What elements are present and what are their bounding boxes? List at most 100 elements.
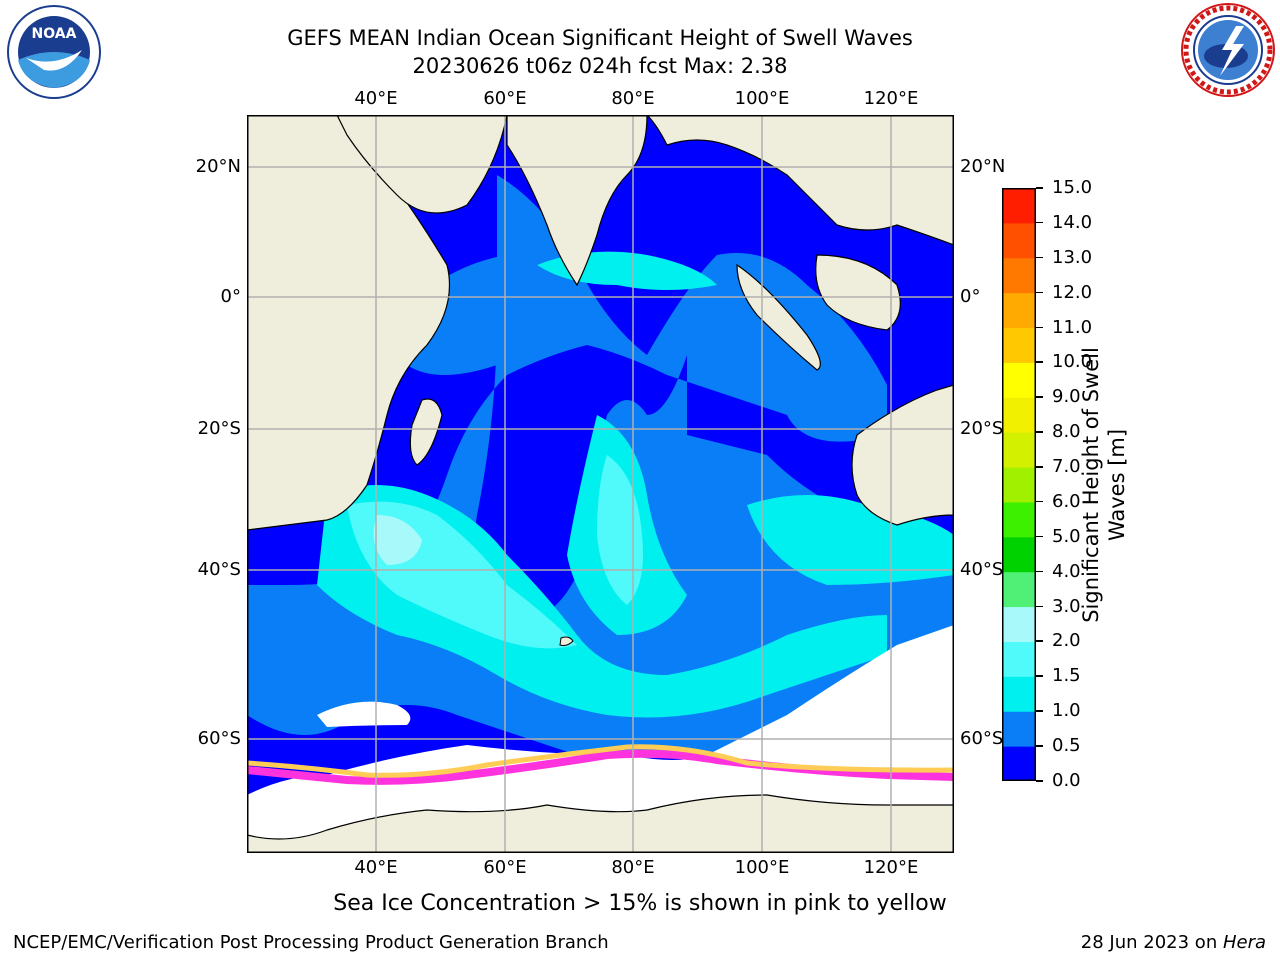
- colorbar-tick-mark-6: [1036, 570, 1043, 573]
- colorbar-segment-6: [1002, 536, 1036, 573]
- noaa-logo-text: NOAA: [32, 26, 77, 42]
- swell-map: [247, 115, 954, 853]
- colorbar-segment-15: [1002, 222, 1036, 259]
- colorbar-tick-label-6: 4.0: [1052, 560, 1081, 582]
- lat-tick-right-0: 20°N: [960, 156, 1006, 177]
- colorbar-segment-12: [1002, 327, 1036, 363]
- colorbar-label: Significant Height of Swell Waves [m]: [1078, 347, 1130, 623]
- colorbar-tick-label-0: 0.0: [1052, 770, 1081, 791]
- colorbar-tick-mark-2: [1036, 710, 1043, 712]
- land-antarctica: [247, 794, 954, 853]
- colorbar-segment-0: [1002, 746, 1036, 781]
- colorbar-segment-11: [1002, 362, 1036, 398]
- colorbar-tick-label-10: 8.0: [1052, 421, 1081, 443]
- colorbar-segment-7: [1002, 501, 1036, 538]
- colorbar-segment-5: [1002, 571, 1036, 608]
- colorbar-tick-label-2: 1.0: [1052, 700, 1081, 722]
- map-panel: [247, 115, 954, 853]
- colorbar-tick-label-15: 13.0: [1052, 246, 1093, 268]
- land-arabia: [336, 115, 508, 214]
- footer-date: 28 Jun 2023 on Hera: [1081, 932, 1266, 953]
- lat-tick-left-2: 20°S: [197, 418, 241, 439]
- colorbar-tick-mark-3: [1036, 675, 1043, 677]
- colorbar-tick-mark-9: [1036, 466, 1043, 468]
- ice-edge-light: [247, 744, 954, 778]
- colorbar-tick-label-13: 11.0: [1052, 316, 1093, 338]
- colorbar-tick-mark-10: [1036, 431, 1043, 433]
- lat-tick-right-4: 60°S: [960, 728, 1004, 749]
- colorbar-frame: [1002, 188, 1036, 781]
- colorbar-tick-label-17: 15.0: [1052, 177, 1093, 198]
- colorbar-tick-mark-16: [1036, 221, 1043, 224]
- swell-band-1.5-c: [597, 455, 643, 605]
- colorbar-tick-label-4: 2.0: [1052, 630, 1081, 652]
- lon-tick-top-1: 60°E: [483, 88, 527, 109]
- colorbar-segment-2: [1002, 676, 1036, 712]
- colorbar-segment-14: [1002, 257, 1036, 294]
- colorbar-tick-mark-0: [1036, 780, 1043, 782]
- lon-tick-top-0: 40°E: [354, 88, 398, 109]
- colorbar-tick-label-8: 6.0: [1052, 490, 1081, 512]
- lon-tick-bottom-2: 80°E: [611, 857, 655, 878]
- colorbar-tick-mark-7: [1036, 535, 1043, 538]
- lon-tick-bottom-4: 120°E: [863, 857, 919, 878]
- colorbar-segment-1: [1002, 711, 1036, 747]
- colorbar-tick-mark-11: [1036, 396, 1043, 398]
- colorbar-tick-label-14: 12.0: [1052, 281, 1093, 303]
- colorbar-tick-mark-15: [1036, 256, 1043, 259]
- swell-band-2.0: [373, 515, 422, 565]
- chart-subtitle: 20230626 t06z 024h fcst Max: 2.38: [412, 54, 788, 78]
- colorbar-tick-label-5: 3.0: [1052, 595, 1081, 617]
- lat-tick-left-4: 60°S: [197, 728, 241, 749]
- lon-tick-top-3: 100°E: [734, 88, 790, 109]
- land-australia: [851, 384, 954, 526]
- lat-tick-right-3: 40°S: [960, 559, 1004, 580]
- land-se-asia: [646, 115, 954, 246]
- colorbar-segment-16: [1002, 188, 1036, 224]
- colorbar-tick-label-11: 9.0: [1052, 386, 1081, 408]
- colorbar-tick-mark-17: [1036, 187, 1043, 189]
- colorbar-segment-13: [1002, 292, 1036, 329]
- map-frame: [247, 115, 954, 853]
- land-madagascar: [409, 398, 443, 466]
- colorbar-tick-mark-1: [1036, 745, 1043, 747]
- ice-no-data-w: [317, 701, 411, 727]
- lat-tick-right-2: 20°S: [960, 418, 1004, 439]
- lon-tick-bottom-3: 100°E: [734, 857, 790, 878]
- colorbar-tick-mark-13: [1036, 326, 1043, 329]
- chart-title: GEFS MEAN Indian Ocean Significant Heigh…: [287, 26, 913, 50]
- nws-logo: [1178, 2, 1278, 98]
- colorbar-segment-3: [1002, 641, 1036, 677]
- colorbar-segment-9: [1002, 432, 1036, 468]
- colorbar-segment-8: [1002, 467, 1036, 503]
- colorbar-tick-mark-14: [1036, 291, 1043, 294]
- colorbar-segment-4: [1002, 606, 1036, 642]
- colorbar-tick-label-1: 0.5: [1052, 735, 1081, 757]
- land-indonesia: [815, 254, 901, 331]
- sea-ice-caption: Sea Ice Concentration > 15% is shown in …: [333, 891, 947, 916]
- lat-tick-right-1: 0°: [960, 286, 981, 307]
- land-kerguelen: [559, 636, 574, 646]
- noaa-logo: NOAA: [4, 4, 104, 100]
- lon-tick-top-2: 80°E: [611, 88, 655, 109]
- colorbar-tick-mark-4: [1036, 640, 1043, 642]
- colorbar: [1002, 188, 1036, 781]
- lon-tick-top-4: 120°E: [863, 88, 919, 109]
- ice-no-data: [247, 625, 954, 853]
- colorbar-tick-mark-8: [1036, 500, 1043, 503]
- lat-tick-left-1: 0°: [220, 286, 241, 307]
- colorbar-tick-mark-12: [1036, 361, 1043, 363]
- colorbar-tick-label-7: 5.0: [1052, 525, 1081, 547]
- colorbar-tick-label-3: 1.5: [1052, 665, 1081, 687]
- footer-date-text: 28 Jun 2023 on: [1080, 932, 1223, 953]
- colorbar-label-line1: Significant Height of Swell: [1079, 347, 1103, 623]
- footer-branch: NCEP/EMC/Verification Post Processing Pr…: [13, 932, 609, 953]
- colorbar-tick-label-9: 7.0: [1052, 456, 1081, 478]
- lat-tick-left-0: 20°N: [195, 156, 241, 177]
- colorbar-tick-label-16: 14.0: [1052, 211, 1093, 233]
- footer-machine: Hera: [1222, 932, 1266, 953]
- land-sumatra: [736, 263, 821, 371]
- colorbar-segment-10: [1002, 397, 1036, 433]
- lat-tick-left-3: 40°S: [197, 559, 241, 580]
- map-gridlines: [247, 115, 954, 853]
